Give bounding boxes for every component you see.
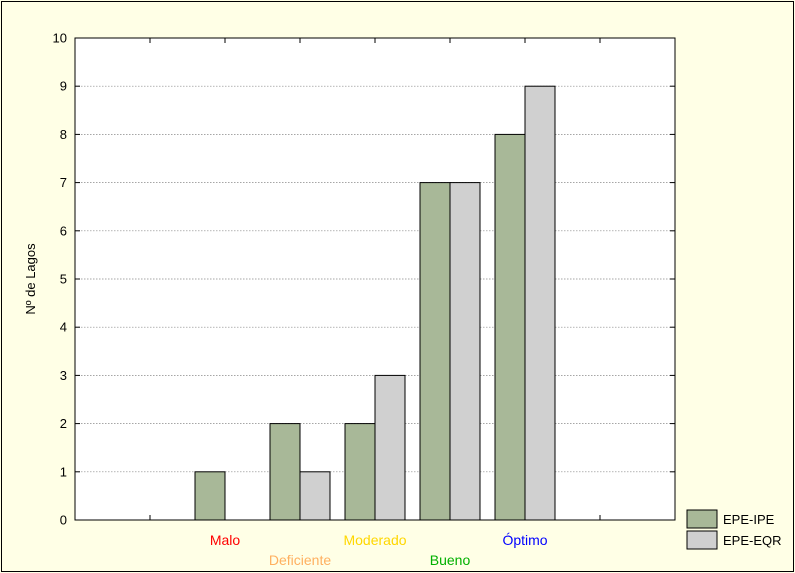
bar-epe-ipe-deficiente — [270, 424, 300, 520]
category-label-deficiente: Deficiente — [269, 552, 331, 568]
y-tick-label: 6 — [60, 223, 67, 238]
legend-label-epe-eqr: EPE-EQR — [723, 533, 782, 548]
bar-epe-ipe-malo — [195, 472, 225, 520]
legend-swatch-epe-eqr — [687, 531, 717, 549]
bar-epe-ipe-bueno — [420, 183, 450, 520]
category-labels: Malo Deficiente Moderado Bueno Óptimo — [210, 532, 548, 568]
legend: EPE-IPE EPE-EQR — [687, 510, 782, 549]
y-tick-label: 4 — [60, 320, 67, 335]
bar-epe-eqr-bueno — [450, 183, 480, 520]
y-axis-title: Nº de Lagos — [23, 243, 38, 315]
bar-epe-eqr-deficiente — [300, 472, 330, 520]
y-tick-label: 9 — [60, 79, 67, 94]
y-tick-label: 0 — [60, 513, 67, 528]
category-label-moderado: Moderado — [343, 532, 406, 548]
y-tick-label: 5 — [60, 272, 67, 287]
bar-epe-ipe-óptimo — [495, 134, 525, 520]
bar-epe-ipe-moderado — [345, 424, 375, 520]
category-label-malo: Malo — [210, 532, 241, 548]
bar-epe-eqr-moderado — [375, 375, 405, 520]
y-tick-label: 2 — [60, 416, 67, 431]
legend-label-epe-ipe: EPE-IPE — [723, 512, 775, 527]
y-tick-label: 10 — [53, 31, 67, 46]
y-tick-label: 3 — [60, 368, 67, 383]
bar-epe-eqr-óptimo — [525, 86, 555, 520]
y-tick-label: 1 — [60, 464, 67, 479]
y-tick-label: 7 — [60, 175, 67, 190]
y-tick-label: 8 — [60, 127, 67, 142]
legend-swatch-epe-ipe — [687, 510, 717, 528]
category-label-bueno: Bueno — [430, 552, 471, 568]
category-label-óptimo: Óptimo — [502, 532, 547, 548]
